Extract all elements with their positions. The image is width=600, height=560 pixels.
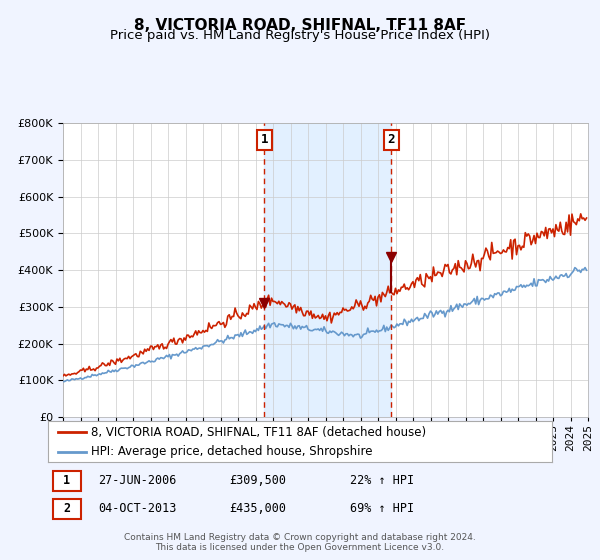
Text: HPI: Average price, detached house, Shropshire: HPI: Average price, detached house, Shro… <box>91 445 373 458</box>
Text: 04-OCT-2013: 04-OCT-2013 <box>98 502 177 515</box>
Text: 8, VICTORIA ROAD, SHIFNAL, TF11 8AF (detached house): 8, VICTORIA ROAD, SHIFNAL, TF11 8AF (det… <box>91 426 426 438</box>
Text: £435,000: £435,000 <box>229 502 286 515</box>
Text: 2: 2 <box>388 133 395 147</box>
Text: 1: 1 <box>63 474 70 487</box>
Text: 1: 1 <box>260 133 268 147</box>
Text: 22% ↑ HPI: 22% ↑ HPI <box>350 474 415 487</box>
Text: 2: 2 <box>63 502 70 515</box>
Text: Contains HM Land Registry data © Crown copyright and database right 2024.: Contains HM Land Registry data © Crown c… <box>124 533 476 542</box>
Bar <box>264 123 391 417</box>
Text: 69% ↑ HPI: 69% ↑ HPI <box>350 502 415 515</box>
Text: 8, VICTORIA ROAD, SHIFNAL, TF11 8AF: 8, VICTORIA ROAD, SHIFNAL, TF11 8AF <box>134 18 466 33</box>
Text: £309,500: £309,500 <box>229 474 286 487</box>
FancyBboxPatch shape <box>53 472 81 491</box>
FancyBboxPatch shape <box>53 499 81 519</box>
Text: Price paid vs. HM Land Registry's House Price Index (HPI): Price paid vs. HM Land Registry's House … <box>110 29 490 42</box>
Text: 27-JUN-2006: 27-JUN-2006 <box>98 474 177 487</box>
Text: This data is licensed under the Open Government Licence v3.0.: This data is licensed under the Open Gov… <box>155 543 445 552</box>
